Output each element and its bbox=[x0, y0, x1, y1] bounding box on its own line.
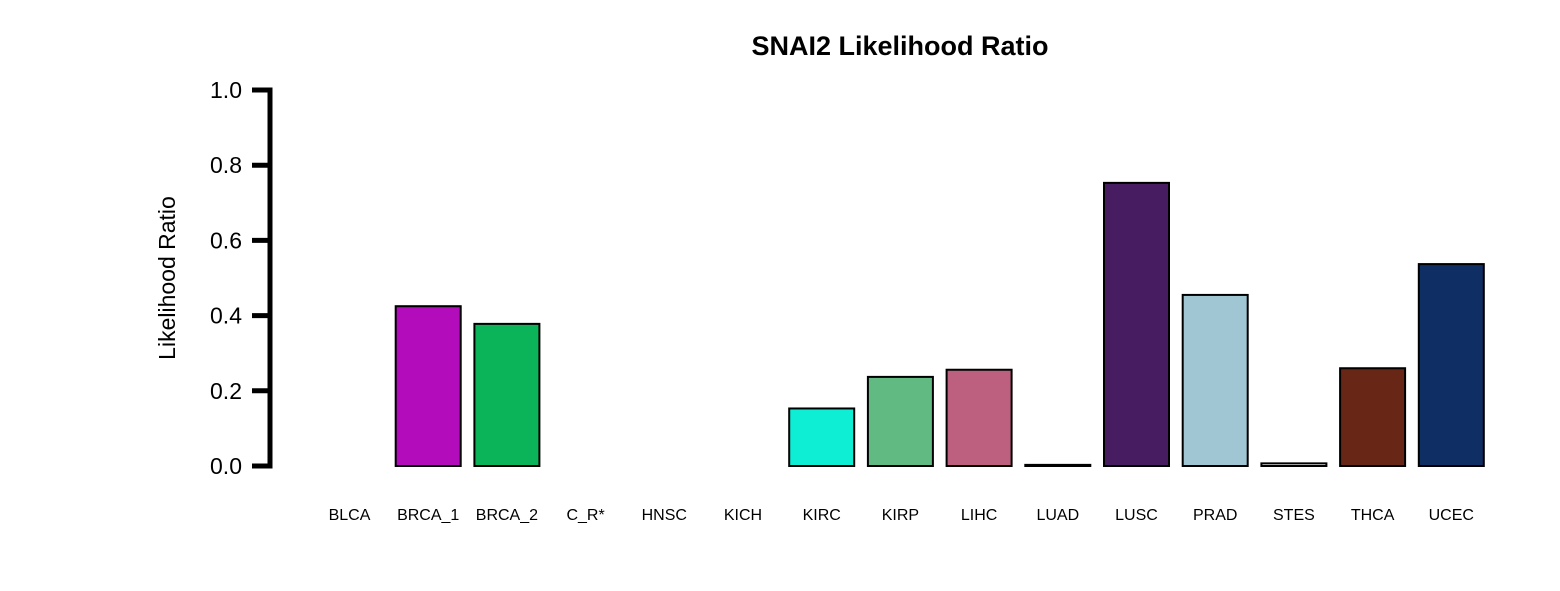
x-category-label: BRCA_2 bbox=[476, 507, 538, 524]
y-tick-label: 0.2 bbox=[210, 378, 242, 404]
y-axis: 0.0 0.2 0.4 0.6 0.8 1.0 bbox=[210, 77, 273, 479]
x-category-label: BRCA_1 bbox=[397, 507, 459, 524]
y-tick-label: 0.4 bbox=[210, 303, 242, 329]
bar-prad bbox=[1181, 293, 1249, 468]
bar-luad bbox=[1024, 463, 1092, 468]
bar-brca-2 bbox=[473, 322, 541, 468]
y-tick-label: 0.0 bbox=[210, 453, 242, 479]
x-category-label: LUSC bbox=[1115, 507, 1158, 524]
x-category-label: STES bbox=[1273, 507, 1315, 524]
bar-brca-1 bbox=[394, 305, 462, 468]
y-tick-label: 1.0 bbox=[210, 77, 242, 103]
x-category-label: UCEC bbox=[1429, 507, 1474, 524]
bar-ucec bbox=[1417, 263, 1485, 468]
x-category-label: HNSC bbox=[642, 507, 687, 524]
bar-stes bbox=[1260, 462, 1328, 468]
x-category-label: KIRP bbox=[882, 507, 919, 524]
bar-kirc bbox=[788, 407, 856, 467]
y-tick-label: 0.8 bbox=[210, 152, 242, 178]
x-category-label: LIHC bbox=[961, 507, 997, 524]
x-category-label: THCA bbox=[1351, 507, 1395, 524]
bars bbox=[394, 181, 1485, 468]
x-category-label: C_R* bbox=[566, 507, 604, 524]
y-tick-label: 0.6 bbox=[210, 227, 242, 253]
category-labels: BLCA BRCA_1 BRCA_2 C_R* HNSC KICH KIRC KIRP LIHC… bbox=[329, 507, 1474, 524]
x-category-label: PRAD bbox=[1193, 507, 1237, 524]
bar-thca bbox=[1339, 367, 1407, 467]
bar-kirp bbox=[866, 375, 934, 467]
x-category-label: LUAD bbox=[1036, 507, 1079, 524]
x-category-label: KIRC bbox=[803, 507, 841, 524]
bar-lusc bbox=[1103, 181, 1170, 467]
y-axis-label: Likelihood Ratio bbox=[154, 196, 180, 360]
x-category-label: BLCA bbox=[329, 507, 371, 524]
chart-title: SNAI2 Likelihood Ratio bbox=[751, 31, 1048, 61]
bar-lihc bbox=[945, 368, 1013, 467]
x-category-label: KICH bbox=[724, 507, 762, 524]
